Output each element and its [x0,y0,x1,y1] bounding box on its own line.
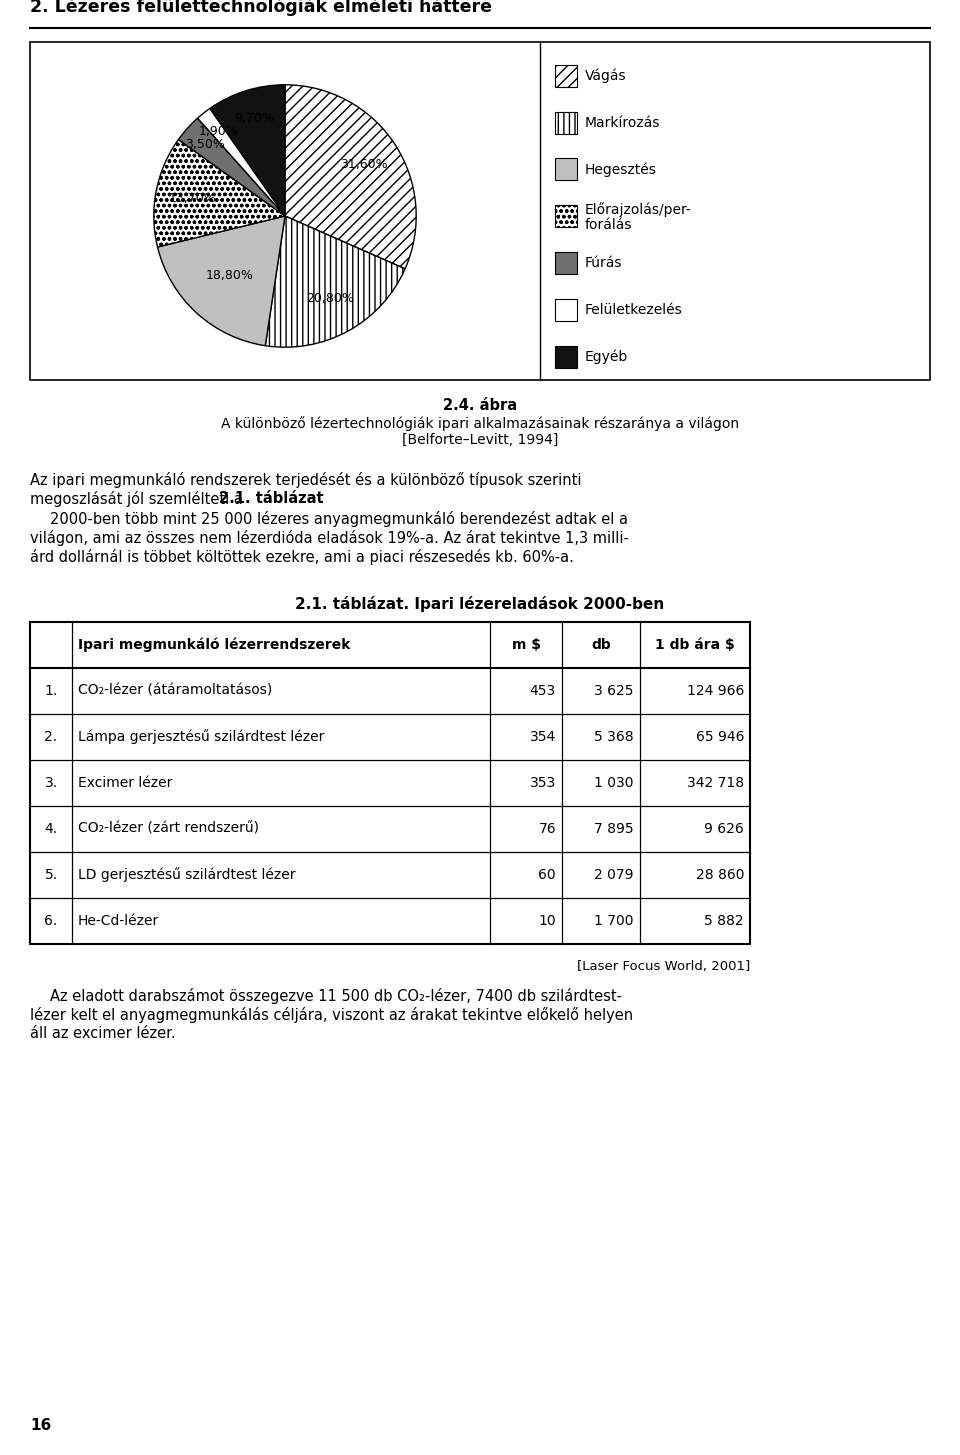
Text: .: . [300,490,305,506]
Text: Előrajzolás/per-: Előrajzolás/per- [585,202,692,217]
Bar [30,42,930,380]
Text: 3 625: 3 625 [594,684,634,698]
Text: 4.: 4. [44,822,58,837]
Text: 3,50%: 3,50% [185,138,225,151]
Wedge shape [210,84,285,215]
Text: Markírozás: Markírozás [585,115,660,129]
Text: 5.: 5. [44,869,58,882]
Text: 354: 354 [530,730,556,744]
Text: 342 718: 342 718 [686,776,744,790]
Text: 7 895: 7 895 [594,822,634,837]
Text: LD gerjesztésű szilárdtest lézer: LD gerjesztésű szilárdtest lézer [78,867,296,882]
Text: megoszlását jól szemlélteti a: megoszlását jól szemlélteti a [30,490,248,506]
Text: A különböző lézertechnológiák ipari alkalmazásainak részaránya a világon: A különböző lézertechnológiák ipari alka… [221,416,739,431]
Bar [555,252,577,274]
Bar [555,300,577,322]
Bar [30,621,750,944]
Bar [555,205,577,227]
Text: világon, ami az összes nem lézerdióda eladások 19%-a. Az árat tekintve 1,3 milli: világon, ami az összes nem lézerdióda el… [30,530,629,546]
Wedge shape [198,109,285,215]
Text: 10: 10 [539,914,556,928]
Text: Egyéb: Egyéb [585,349,628,364]
Text: [Belforte–Levitt, 1994]: [Belforte–Levitt, 1994] [402,434,558,447]
Text: 1 700: 1 700 [594,914,634,928]
Text: 124 966: 124 966 [686,684,744,698]
Text: 1.: 1. [44,684,58,698]
Text: Fúrás: Fúrás [585,256,622,271]
Wedge shape [154,140,285,247]
Text: áll az excimer lézer.: áll az excimer lézer. [30,1026,176,1040]
Text: 2. Lézeres felülettechnológiák elméleti háttere: 2. Lézeres felülettechnológiák elméleti … [30,0,492,16]
Text: CO₂-lézer (átáramoltatásos): CO₂-lézer (átáramoltatásos) [78,684,273,698]
Text: He-Cd-lézer: He-Cd-lézer [78,914,159,928]
Text: lézer kelt el anyagmegmunkálás céljára, viszont az árakat tekintve előkelő helye: lézer kelt el anyagmegmunkálás céljára, … [30,1007,634,1023]
Text: 6.: 6. [44,914,58,928]
Text: Excimer lézer: Excimer lézer [78,776,173,790]
Text: 2 079: 2 079 [594,869,634,882]
Text: 2.: 2. [44,730,58,744]
Text: 1,90%: 1,90% [199,125,238,138]
Text: Hegesztés: Hegesztés [585,162,657,176]
Wedge shape [285,84,417,269]
Text: 31,60%: 31,60% [340,159,388,170]
Text: 28 860: 28 860 [695,869,744,882]
Text: Vágás: Vágás [585,68,627,83]
Bar [555,159,577,180]
Text: 20,80%: 20,80% [306,292,354,306]
Text: 16: 16 [30,1419,51,1433]
Text: 1 db ára $: 1 db ára $ [655,637,734,652]
Text: 2.4. ábra: 2.4. ábra [443,399,517,413]
Text: 13,70%: 13,70% [168,192,216,205]
Text: Ipari megmunkáló lézerrendszerek: Ipari megmunkáló lézerrendszerek [78,637,350,652]
Text: 18,80%: 18,80% [206,269,254,282]
Text: 9,70%: 9,70% [234,112,275,125]
Text: 76: 76 [539,822,556,837]
Wedge shape [179,118,285,215]
Text: Az ipari megmunkáló rendszerek terjedését és a különböző típusok szerinti: Az ipari megmunkáló rendszerek terjedésé… [30,471,582,487]
Text: 2.1. táblázat: 2.1. táblázat [219,490,324,506]
Text: 5 882: 5 882 [705,914,744,928]
Bar [555,346,577,368]
Text: Lámpa gerjesztésű szilárdtest lézer: Lámpa gerjesztésű szilárdtest lézer [78,729,324,745]
Text: 2.1. táblázat. Ipari lézereladások 2000-ben: 2.1. táblázat. Ipari lézereladások 2000-… [296,597,664,613]
Text: 5 368: 5 368 [594,730,634,744]
Wedge shape [265,215,405,348]
Text: Az eladott darabszámot összegezve 11 500 db CO₂-lézer, 7400 db szilárdtest-: Az eladott darabszámot összegezve 11 500… [50,988,622,1004]
Text: 60: 60 [539,869,556,882]
Text: m $: m $ [512,637,540,652]
Text: 9 626: 9 626 [705,822,744,837]
Text: db: db [591,637,611,652]
Text: forálás: forálás [585,218,633,233]
Text: 3.: 3. [44,776,58,790]
Text: 453: 453 [530,684,556,698]
Text: [Laser Focus World, 2001]: [Laser Focus World, 2001] [577,960,750,973]
Text: 2000-ben több mint 25 000 lézeres anyagmegmunkáló berendezést adtak el a: 2000-ben több mint 25 000 lézeres anyagm… [50,511,628,527]
Text: árd dollárnál is többet költöttek ezekre, ami a piaci részesedés kb. 60%-a.: árd dollárnál is többet költöttek ezekre… [30,549,574,565]
Text: CO₂-lézer (zárt rendszerű): CO₂-lézer (zárt rendszerű) [78,822,259,837]
Text: 1 030: 1 030 [594,776,634,790]
Wedge shape [157,215,285,346]
Bar [555,112,577,134]
Bar [555,64,577,87]
Text: 65 946: 65 946 [695,730,744,744]
Text: Felületkezelés: Felületkezelés [585,303,683,317]
Text: 353: 353 [530,776,556,790]
